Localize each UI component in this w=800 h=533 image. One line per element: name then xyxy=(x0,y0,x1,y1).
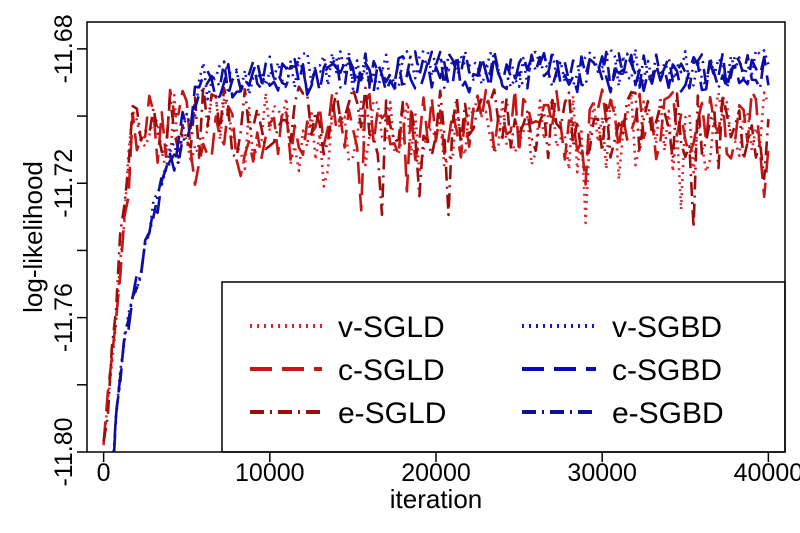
legend-item-e-sgld: e-SGLD xyxy=(250,397,446,430)
y-tick-label: -11.68 xyxy=(50,14,78,83)
legend-label: c-SGLD xyxy=(338,354,445,387)
x-axis-title: iteration xyxy=(390,484,483,514)
x-tick-label: 30000 xyxy=(567,459,637,487)
legend-item-v-sgld: v-SGLD xyxy=(250,311,445,344)
series-layer xyxy=(102,47,770,452)
legend-label: c-SGBD xyxy=(612,354,722,387)
legend-item-c-sgbd: c-SGBD xyxy=(522,354,722,387)
series-line-c-sgbd xyxy=(112,51,770,452)
x-tick-label: 20000 xyxy=(401,459,471,487)
legend: v-SGLD c-SGLD e-SGLD v-SGBD c-SGBD e-SGBD xyxy=(221,281,786,453)
x-tick-label: 0 xyxy=(97,459,111,487)
legend-item-c-sgld: c-SGLD xyxy=(250,354,445,387)
series-line-e-sgld xyxy=(102,84,770,442)
legend-label: v-SGLD xyxy=(338,311,445,344)
y-axis: -11.80 -11.76 -11.72 -11.68 xyxy=(50,14,87,487)
x-axis: 0 10000 20000 30000 40000 xyxy=(97,452,800,487)
legend-item-e-sgbd: e-SGBD xyxy=(522,397,724,430)
series-line-e-sgbd xyxy=(112,49,769,452)
y-tick-label: -11.80 xyxy=(50,417,78,486)
legend-item-v-sgbd: v-SGBD xyxy=(522,311,722,344)
legend-label: e-SGLD xyxy=(338,397,446,430)
series-line-v-sgld xyxy=(102,91,770,446)
x-tick-label: 40000 xyxy=(734,459,800,487)
x-tick-label: 10000 xyxy=(235,459,305,487)
legend-label: e-SGBD xyxy=(612,397,724,430)
y-tick-label: -11.72 xyxy=(50,149,78,218)
legend-label: v-SGBD xyxy=(612,311,722,344)
y-axis-title: log-likelihood xyxy=(18,161,48,313)
y-tick-label: -11.76 xyxy=(50,283,78,352)
